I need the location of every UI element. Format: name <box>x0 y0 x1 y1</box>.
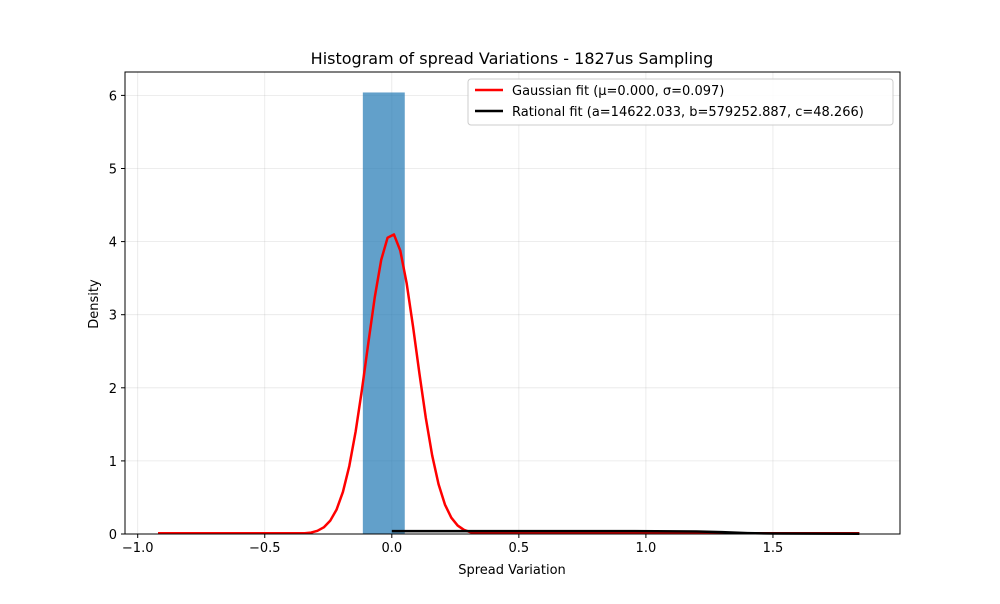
plot-frame <box>124 71 901 535</box>
x-tick-label: 1.0 <box>636 541 657 556</box>
chart-title: Histogram of spread Variations - 1827us … <box>311 49 714 68</box>
legend-gaussian-label: Gaussian fit (μ=0.000, σ=0.097) <box>512 84 724 99</box>
x-tick-label: 1.5 <box>763 541 784 556</box>
x-tick-label: −1.0 <box>122 541 154 556</box>
x-tick-label: 0.5 <box>509 541 530 556</box>
legend: Gaussian fit (μ=0.000, σ=0.097) Rational… <box>467 78 894 126</box>
histogram-bars <box>362 92 405 534</box>
axis-ticks: −1.0 −0.5 0.0 0.5 1.0 1.5 0 1 2 3 4 5 6 <box>109 89 784 556</box>
x-tick-label: −0.5 <box>249 541 281 556</box>
y-tick-label: 3 <box>109 309 117 324</box>
legend-rational-label: Rational fit (a=14622.033, b=579252.887,… <box>512 105 864 120</box>
y-tick-label: 6 <box>109 89 117 104</box>
legend-box <box>467 78 894 126</box>
y-tick-label: 5 <box>109 162 117 177</box>
x-axis-label: Spread Variation <box>458 563 566 578</box>
histogram-bar <box>362 92 405 534</box>
y-tick-label: 4 <box>109 236 117 251</box>
y-tick-label: 1 <box>109 455 117 470</box>
y-axis-label: Density <box>87 279 102 329</box>
x-tick-label: 0.0 <box>381 541 402 556</box>
y-tick-label: 0 <box>109 528 117 543</box>
y-tick-label: 2 <box>109 382 117 397</box>
fit-lines <box>158 233 860 536</box>
rational-fit-line <box>391 529 860 536</box>
